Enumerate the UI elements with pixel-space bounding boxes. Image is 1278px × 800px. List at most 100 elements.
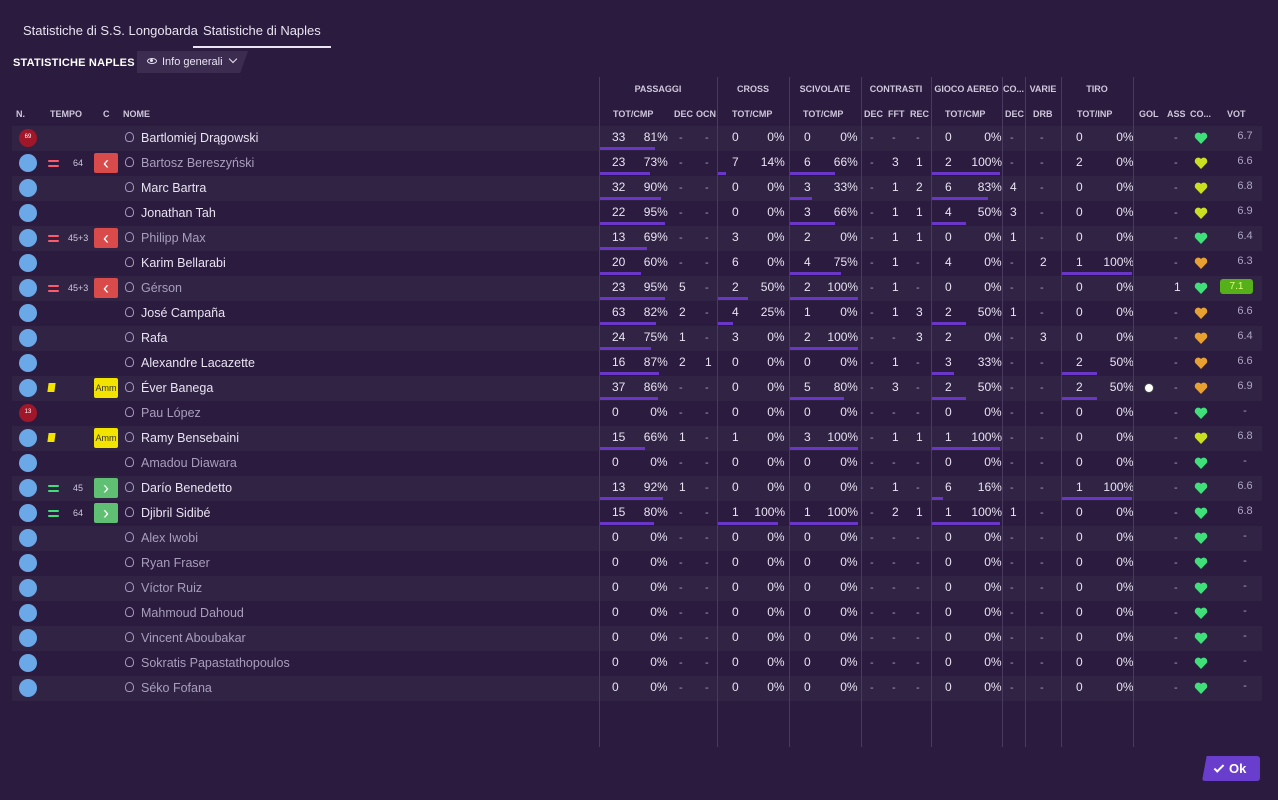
player-name[interactable]: Darío Benedetto: [141, 481, 233, 495]
column-header-n[interactable]: N.: [16, 109, 25, 119]
table-row[interactable]: 13 Pau López 0 0% - -0 0% 0 0% - - -0 0% - -0 0% - -: [12, 401, 1262, 426]
player-profile-icon[interactable]: [125, 657, 134, 667]
player-profile-icon[interactable]: [125, 557, 134, 567]
player-name[interactable]: José Campaña: [141, 306, 226, 320]
column-header-vot[interactable]: VOT: [1227, 109, 1246, 119]
player-name[interactable]: Marc Bartra: [141, 181, 207, 195]
player-profile-icon[interactable]: [125, 307, 134, 317]
player-name[interactable]: Karim Bellarabi: [141, 256, 226, 270]
player-name[interactable]: Rafa: [141, 331, 168, 345]
column-header-cross[interactable]: TOT/CMP: [732, 109, 773, 119]
player-name[interactable]: Mahmoud Dahoud: [141, 606, 244, 620]
column-header-co[interactable]: CO...: [1190, 109, 1212, 119]
column-header-rec[interactable]: REC: [910, 109, 930, 119]
player-name[interactable]: Víctor Ruiz: [141, 581, 203, 595]
player-profile-icon[interactable]: [125, 182, 134, 192]
view-selector-dropdown[interactable]: Info generali: [137, 51, 248, 73]
player-name[interactable]: Bartlomiej Drągowski: [141, 131, 259, 145]
table-row[interactable]: Amm Éver Banega 37 86% - -0 0% 5 80% -3-2 50% - -2 50…: [12, 376, 1262, 401]
player-name[interactable]: Séko Fofana: [141, 681, 212, 695]
player-profile-icon[interactable]: [125, 157, 134, 167]
table-row[interactable]: Marc Bartra 32 90% - -0 0% 3 33% -1 2 6 83% 4-0 0% -6.…: [12, 176, 1262, 201]
player-name[interactable]: Jonathan Tah: [141, 206, 216, 220]
table-row[interactable]: Karim Bellarabi 20 60% - -6 0% 4 75% -1-4 0% -2 1 10…: [12, 251, 1262, 276]
player-name[interactable]: Amadou Diawara: [141, 456, 237, 470]
column-header-gol[interactable]: GOL: [1139, 109, 1159, 119]
sub-out-badge[interactable]: ‹: [94, 228, 118, 248]
player-profile-icon[interactable]: [125, 232, 134, 242]
column-header-c[interactable]: C: [103, 109, 110, 119]
column-header-ass[interactable]: ASS: [1167, 109, 1186, 119]
player-profile-icon[interactable]: [125, 482, 134, 492]
table-row[interactable]: Rafa 24 75% 1-3 0% 2 100% - -3 2 0% -3 0 0% -6.4: [12, 326, 1262, 351]
column-header-dec1[interactable]: DEC: [674, 109, 694, 119]
cross-bar: [718, 172, 726, 175]
player-profile-icon[interactable]: [125, 132, 134, 142]
table-row[interactable]: Séko Fofana 0 0% - -0 0% 0 0% - - -0 0% - -0 0% - -: [12, 676, 1262, 701]
player-profile-icon[interactable]: [125, 607, 134, 617]
player-profile-icon[interactable]: [125, 282, 134, 292]
player-name[interactable]: Pau López: [141, 406, 201, 420]
player-name[interactable]: Vincent Aboubakar: [141, 631, 246, 645]
column-header-dec3[interactable]: DEC: [1005, 109, 1025, 119]
table-row[interactable]: Mahmoud Dahoud 0 0% - -0 0% 0 0% - - -0 0% - -0 0% - -: [12, 601, 1262, 626]
player-profile-icon[interactable]: [125, 407, 134, 417]
column-header-dec2[interactable]: DEC: [864, 109, 884, 119]
column-header-drb[interactable]: DRB: [1033, 109, 1053, 119]
table-row[interactable]: Amm Ramy Bensebaini 15 66% 1-1 0% 3 100% -1 1 1 100…: [12, 426, 1262, 451]
column-header-pass[interactable]: TOT/CMP: [613, 109, 654, 119]
player-profile-icon[interactable]: [125, 257, 134, 267]
sub-in-badge[interactable]: ›: [94, 478, 118, 498]
player-profile-icon[interactable]: [125, 382, 134, 392]
table-row[interactable]: 64 › Djibril Sidibé 15 80% - -1 100% 1 100% -2 1 1 10…: [12, 501, 1262, 526]
table-row[interactable]: 64 ‹ Bartosz Bereszyński 23 73% - -7 14% 6 66% -3 1…: [12, 151, 1262, 176]
table-row[interactable]: Alex Iwobi 0 0% - -0 0% 0 0% - - -0 0% - -0 0% - -: [12, 526, 1262, 551]
column-header-ocn[interactable]: OCN: [696, 109, 716, 119]
column-header-tiro[interactable]: TOT/INP: [1077, 109, 1113, 119]
player-name[interactable]: Djibril Sidibé: [141, 506, 211, 520]
column-header-nome[interactable]: NOME: [123, 109, 150, 119]
player-name[interactable]: Alex Iwobi: [141, 531, 198, 545]
player-profile-icon[interactable]: [125, 682, 134, 692]
table-row[interactable]: Sokratis Papastathopoulos 0 0% - -0 0% 0 0% - - -0…: [12, 651, 1262, 676]
table-row[interactable]: Alexandre Lacazette 16 87% 2 1 0 0% 0 0% -1-3 33% -…: [12, 351, 1262, 376]
player-name[interactable]: Philipp Max: [141, 231, 206, 245]
sub-in-badge[interactable]: ›: [94, 503, 118, 523]
table-row[interactable]: 45 › Darío Benedetto 13 92% 1-0 0% 0 0% -1-6 16% - -…: [12, 476, 1262, 501]
player-name[interactable]: Gérson: [141, 281, 182, 295]
table-row[interactable]: 45+3 ‹ Gérson 23 95% 5-2 50% 2 100% -1-0 0% - -0 0% 1 7…: [12, 276, 1262, 301]
player-name[interactable]: Alexandre Lacazette: [141, 356, 255, 370]
table-row[interactable]: Vincent Aboubakar 0 0% - -0 0% 0 0% - - -0 0% - -0 0% -…: [12, 626, 1262, 651]
player-profile-icon[interactable]: [125, 582, 134, 592]
player-name[interactable]: Ryan Fraser: [141, 556, 210, 570]
column-header-sciv[interactable]: TOT/CMP: [803, 109, 844, 119]
table-row[interactable]: 45+3 ‹ Philipp Max 13 69% - -3 0% 2 0% -1 1 0 0% 1-0 0%…: [12, 226, 1262, 251]
column-header-aereo[interactable]: TOT/CMP: [945, 109, 986, 119]
table-row[interactable]: Jonathan Tah 22 95% - -0 0% 3 66% -1 1 4 50% 3-0 0% -6…: [12, 201, 1262, 226]
player-name[interactable]: Ramy Bensebaini: [141, 431, 239, 445]
table-row[interactable]: José Campaña 63 82% 2-4 25% 1 0% -1 3 2 50% 1-0 0% -6…: [12, 301, 1262, 326]
ok-button[interactable]: Ok: [1202, 756, 1260, 781]
table-row[interactable]: Ryan Fraser 0 0% - -0 0% 0 0% - - -0 0% - -0 0% - -: [12, 551, 1262, 576]
sub-out-badge[interactable]: ‹: [94, 278, 118, 298]
player-profile-icon[interactable]: [125, 507, 134, 517]
column-header-tempo[interactable]: TEMPO: [50, 109, 83, 119]
tackles-total: 2: [804, 280, 811, 294]
player-profile-icon[interactable]: [125, 332, 134, 342]
column-header-fft[interactable]: FFT: [888, 109, 905, 119]
tab-naples-stats[interactable]: Statistiche di Naples: [193, 14, 331, 48]
player-name[interactable]: Éver Banega: [141, 381, 214, 395]
player-profile-icon[interactable]: [125, 207, 134, 217]
table-row[interactable]: 69 Bartlomiej Drągowski 33 81% - -0 0% 0 0% - - -0 0…: [12, 126, 1262, 151]
player-profile-icon[interactable]: [125, 357, 134, 367]
player-profile-icon[interactable]: [125, 532, 134, 542]
player-name[interactable]: Sokratis Papastathopoulos: [141, 656, 290, 670]
player-name[interactable]: Bartosz Bereszyński: [141, 156, 255, 170]
table-row[interactable]: Amadou Diawara 0 0% - -0 0% 0 0% - - -0 0% - -0 0% - -: [12, 451, 1262, 476]
table-row[interactable]: Víctor Ruiz 0 0% - -0 0% 0 0% - - -0 0% - -0 0% - -: [12, 576, 1262, 601]
player-profile-icon[interactable]: [125, 632, 134, 642]
player-profile-icon[interactable]: [125, 457, 134, 467]
sub-out-badge[interactable]: ‹: [94, 153, 118, 173]
player-profile-icon[interactable]: [125, 432, 134, 442]
tab-longobarda-stats[interactable]: Statistiche di S.S. Longobarda: [23, 23, 198, 38]
